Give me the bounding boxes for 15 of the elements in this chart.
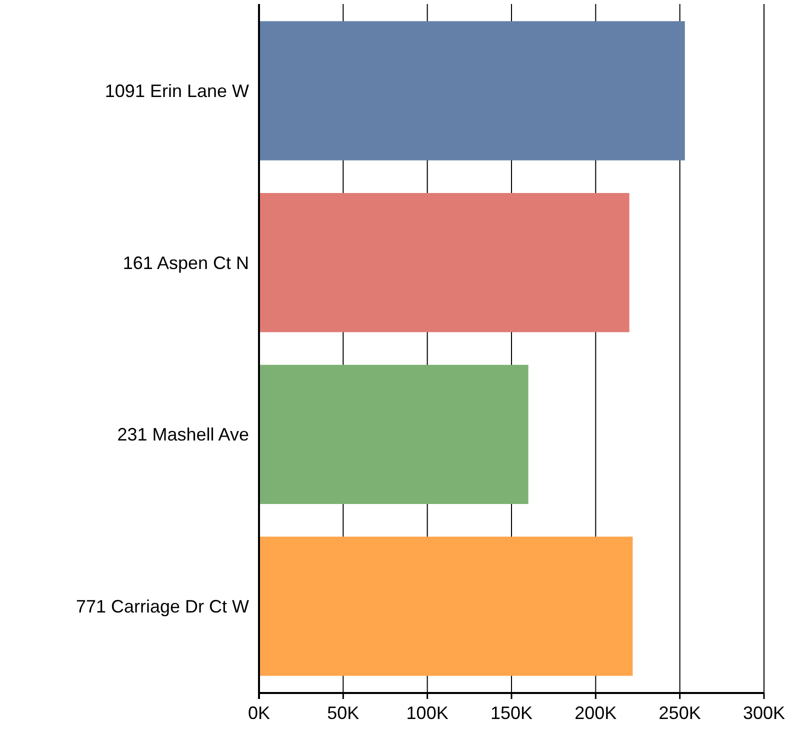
y-tick-label: 1091 Erin Lane W — [104, 81, 250, 102]
y-tick-label: 161 Aspen Ct N — [122, 252, 249, 273]
x-tick-label: 50K — [327, 703, 360, 723]
bar — [259, 536, 633, 676]
x-tick-label: 200K — [574, 703, 617, 723]
x-tick-label: 250K — [658, 703, 701, 723]
y-tick-label: 771 Carriage Dr Ct W — [76, 596, 249, 617]
x-tick-label: 100K — [406, 703, 448, 723]
bar — [259, 193, 630, 332]
bar — [259, 364, 528, 504]
x-tick-label: 150K — [490, 703, 533, 723]
x-tick-label: 0K — [248, 703, 270, 723]
x-tick-label: 300K — [742, 703, 786, 723]
y-tick-label: 231 Mashell Ave — [117, 424, 249, 445]
bar — [259, 21, 685, 160]
